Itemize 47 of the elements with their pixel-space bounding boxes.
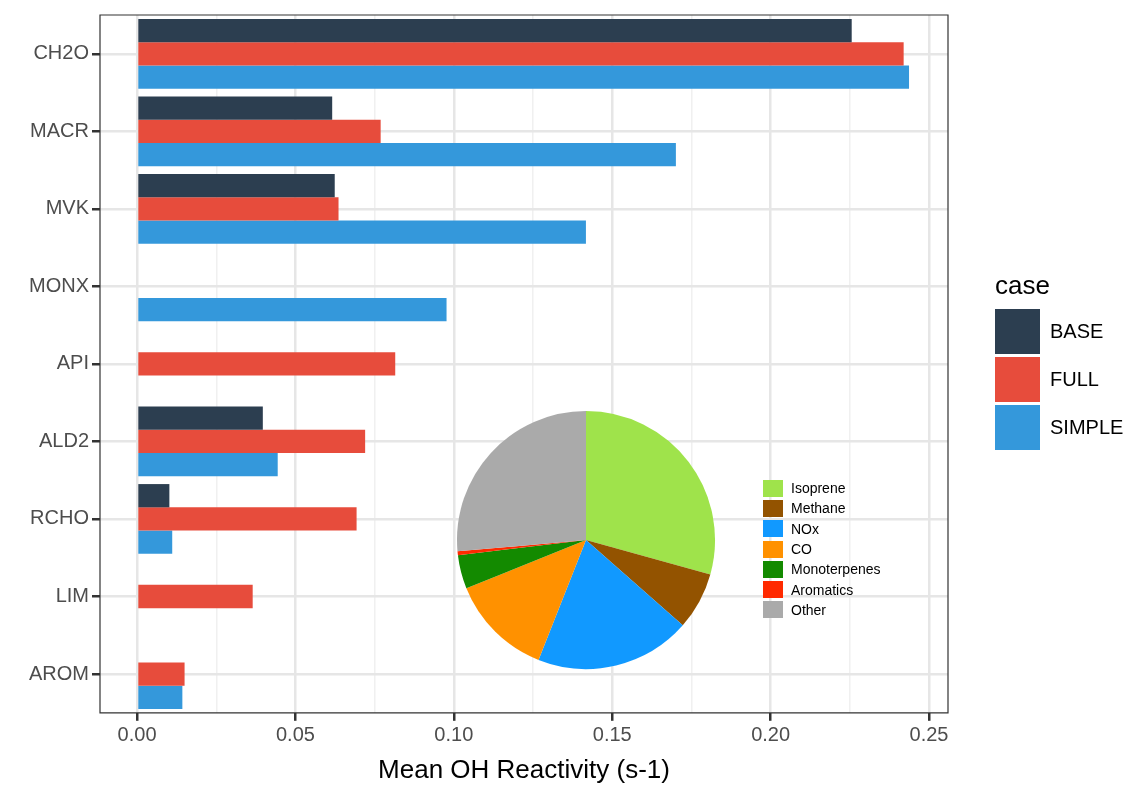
bar: [138, 453, 278, 477]
y-tick-label: LIM: [55, 584, 89, 607]
y-tick-label: API: [56, 351, 89, 374]
bar: [138, 142, 676, 167]
bar: [138, 298, 447, 322]
bar: [138, 18, 852, 43]
bar: [138, 530, 173, 554]
bar: [138, 173, 335, 198]
y-tick-label: CH2O: [33, 41, 89, 64]
legend-label: Monoterpenes: [791, 561, 881, 578]
legend-label: SIMPLE: [1050, 415, 1124, 439]
x-tick-label: 0.00: [117, 723, 157, 746]
bar: [138, 662, 185, 686]
bar: [138, 507, 357, 531]
bar: [138, 65, 910, 89]
bar: [138, 352, 396, 376]
x-tick-label: 0.05: [275, 723, 315, 746]
legend-label: FULL: [1050, 367, 1099, 391]
y-tick-label: MONX: [29, 273, 89, 296]
y-tick-label: MACR: [30, 118, 89, 141]
legend-label: NOx: [791, 520, 819, 537]
x-tick-label: 0.15: [592, 723, 632, 746]
legend-label: Methane: [791, 500, 846, 517]
legend-label: BASE: [1050, 319, 1104, 343]
x-tick-label: 0.10: [434, 723, 474, 746]
bar: [138, 685, 183, 709]
bar: [138, 197, 339, 221]
legend-label: Other: [791, 601, 827, 618]
legend-label: Isoprene: [791, 480, 846, 497]
x-tick-label: 0.25: [909, 723, 949, 746]
bar: [138, 220, 586, 244]
legend-label: CO: [791, 541, 812, 558]
y-tick-label: MVK: [45, 196, 90, 219]
bar: [138, 584, 253, 609]
y-tick-label: ALD2: [38, 428, 89, 451]
legend-title: case: [995, 270, 1051, 301]
x-tick-label: 0.20: [751, 723, 791, 746]
x-axis-title: Mean OH Reactivity (s-1): [378, 753, 670, 784]
legend-label: Aromatics: [791, 581, 854, 598]
y-tick-label: AROM: [29, 661, 89, 684]
bar: [138, 119, 381, 143]
bar: [138, 42, 904, 66]
bar: [138, 484, 170, 508]
bar: [138, 429, 366, 454]
bar: [138, 96, 333, 120]
y-tick-label: RCHO: [30, 506, 89, 529]
bar: [138, 406, 263, 430]
